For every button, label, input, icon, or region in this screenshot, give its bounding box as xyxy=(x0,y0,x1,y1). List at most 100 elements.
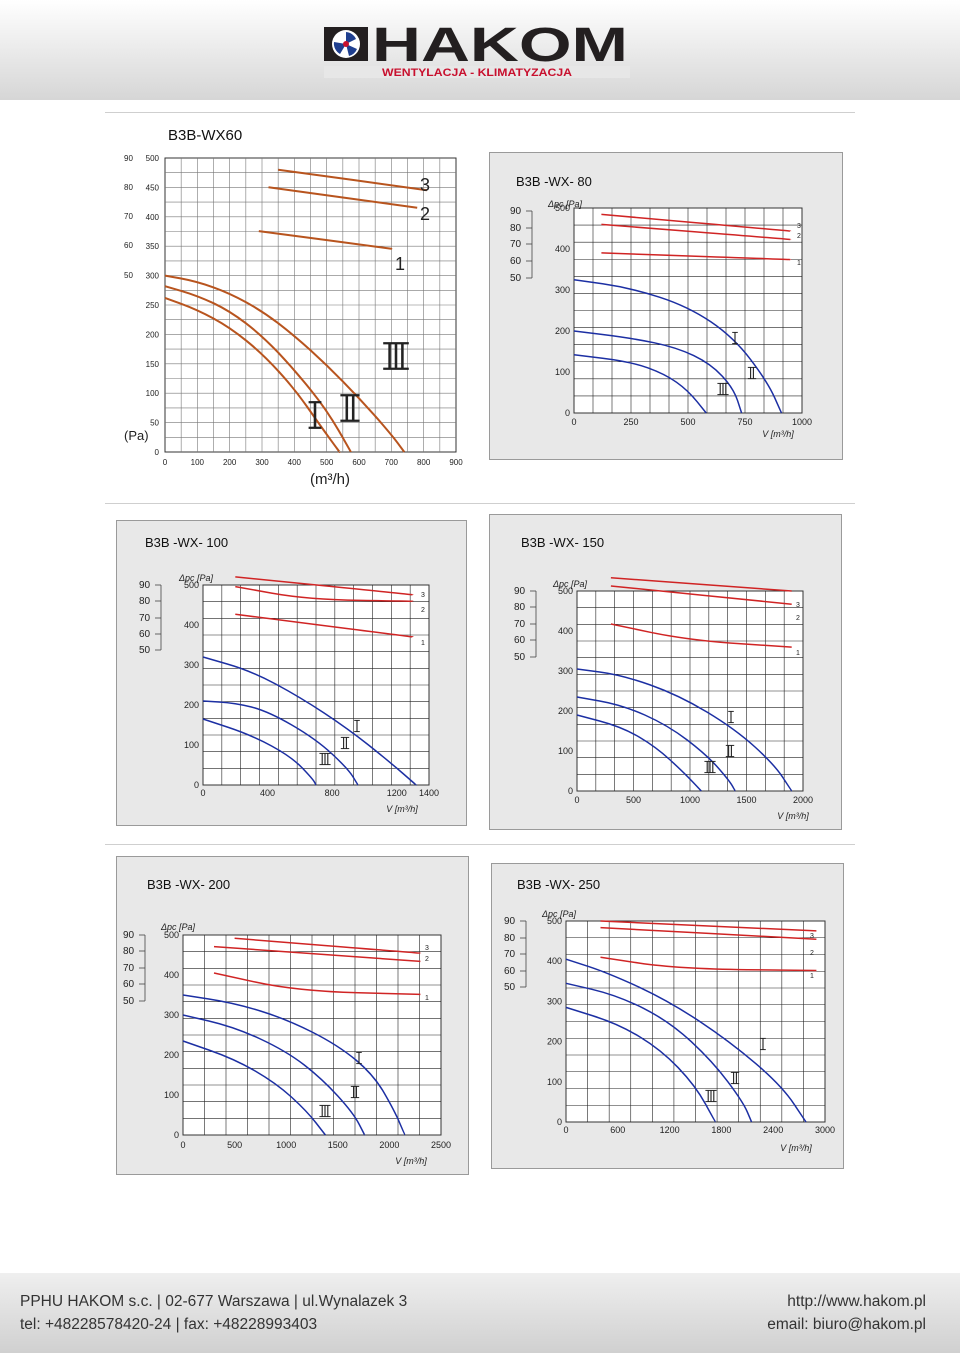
x-axis-ticks: 0 100 200 300 400 500 600 700 800 900 xyxy=(163,458,463,467)
footer-email-link[interactable]: email: biuro@hakom.pl xyxy=(767,1316,926,1333)
chart-panel-wx200: B3B -WX- 200 0 500 1000 1500 2000 2500 0 100 200 3… xyxy=(116,856,469,1175)
x-tick-label: 1200 xyxy=(387,788,407,798)
noise-scale: 90 80 70 60 50 xyxy=(510,206,533,284)
x-tick-label: 300 xyxy=(255,458,269,467)
y-tick-label: 400 xyxy=(184,620,199,630)
noise-tick-label: 50 xyxy=(124,271,133,280)
series-name-III: III xyxy=(717,382,729,396)
series-name-III: III xyxy=(383,342,409,370)
noise-tick-label: 70 xyxy=(504,949,516,960)
x-tick-label: 1000 xyxy=(792,417,812,427)
series-line-III xyxy=(576,714,702,792)
y-tick-label: 300 xyxy=(164,1010,179,1020)
y-tick-label: 300 xyxy=(146,272,160,281)
series-line-III xyxy=(182,1040,326,1136)
series-name-2: 2 xyxy=(810,950,814,957)
series xyxy=(565,920,818,1123)
chart-title: B3B -WX- 150 xyxy=(521,535,604,550)
noise-scale: 90 80 70 60 50 xyxy=(504,916,527,993)
y-tick-label: 300 xyxy=(547,996,562,1006)
y-tick-label: 0 xyxy=(155,448,160,457)
series xyxy=(182,937,422,1136)
noise-tick-label: 60 xyxy=(123,979,135,990)
series-name-I: I xyxy=(760,1037,766,1051)
x-tick-label: 2500 xyxy=(431,1140,451,1150)
series-name-I: I xyxy=(728,710,734,724)
x-tick-label: 0 xyxy=(571,417,576,427)
y-tick-label: 200 xyxy=(555,326,570,336)
y-tick-label: 300 xyxy=(184,660,199,670)
noise-scale: 90 80 70 60 50 xyxy=(139,580,162,656)
noise-tick-label: 90 xyxy=(510,206,522,217)
y-tick-label: 200 xyxy=(547,1037,562,1047)
y-axis-label: Δpc [Pa] xyxy=(541,909,577,919)
series-name-II: II xyxy=(725,744,735,758)
y-tick-label: 100 xyxy=(184,740,199,750)
series-name-1: 1 xyxy=(810,973,814,980)
y-tick-label: 200 xyxy=(146,330,160,339)
series-line-I xyxy=(164,296,341,454)
y-tick-label: 100 xyxy=(164,1090,179,1100)
noise-tick-label: 50 xyxy=(504,982,516,993)
chart-panel-wx60: B3B-WX60 0 100 200 300 400 500 600 700 800 900 0 50 1… xyxy=(110,118,470,496)
series-line-2 xyxy=(601,223,792,241)
series-name-II: II xyxy=(747,366,757,380)
noise-tick-label: 90 xyxy=(123,930,135,941)
series-name-3: 3 xyxy=(797,223,801,230)
grid xyxy=(203,585,429,785)
series-line-2 xyxy=(235,585,414,603)
fan-hub-icon xyxy=(343,41,349,47)
series-line-III xyxy=(202,718,317,786)
series-line-2 xyxy=(600,926,817,940)
x-axis-label: V [m³/h] xyxy=(386,804,418,814)
series-line-I xyxy=(182,994,406,1136)
series-name-1: 1 xyxy=(421,640,425,647)
series-line-II xyxy=(565,982,753,1123)
x-tick-label: 1800 xyxy=(711,1125,731,1135)
series-line-1 xyxy=(600,920,817,932)
x-tick-label: 800 xyxy=(417,458,431,467)
x-tick-label: 600 xyxy=(352,458,366,467)
series-name-3: 3 xyxy=(425,945,429,952)
series-line-3 xyxy=(235,613,414,638)
noise-tick-label: 60 xyxy=(139,629,151,640)
divider xyxy=(105,844,855,845)
x-tick-label: 3000 xyxy=(815,1125,835,1135)
series-line-II xyxy=(202,700,359,786)
y-tick-label: 300 xyxy=(555,285,570,295)
y-tick-label: 300 xyxy=(558,666,573,676)
footer-website-link[interactable]: http://www.hakom.pl xyxy=(787,1293,926,1310)
x-tick-label: 2000 xyxy=(793,795,813,805)
noise-tick-label: 60 xyxy=(504,966,516,977)
chart-wx150: B3B -WX- 1500 500 1000 1500 2000010020030040… xyxy=(514,535,813,821)
chart-wx200: B3B -WX- 2000 500 1000 1500 2000 250001002003… xyxy=(123,877,451,1166)
series-name-I: I xyxy=(356,1051,362,1065)
y-axis-label: Δpc [Pa] xyxy=(178,573,214,583)
y-tick-label: 500 xyxy=(184,580,199,590)
y-tick-label: 0 xyxy=(568,786,573,796)
x-axis-label: V [m³/h] xyxy=(780,1143,812,1153)
series xyxy=(202,576,417,786)
chart-panel-wx100: B3B -WX- 100 0 400 800 1200 1400 0 100 200 300 400… xyxy=(116,520,467,826)
series-name-III: III xyxy=(319,752,331,766)
series-line-II xyxy=(573,330,743,414)
x-tick-label: 1400 xyxy=(419,788,439,798)
noise-tick-label: 70 xyxy=(139,613,151,624)
noise-tick-label: 70 xyxy=(124,212,133,221)
series-name-I: I xyxy=(732,331,738,345)
x-axis-ticks: 0 250 500 750 1000 xyxy=(571,417,812,427)
noise-tick-label: 80 xyxy=(514,602,526,613)
series-line-1 xyxy=(601,213,792,232)
series-name-2: 2 xyxy=(420,204,430,224)
series-name-2: 2 xyxy=(425,956,429,963)
series-line-I xyxy=(576,668,793,792)
series-line-2 xyxy=(610,585,792,605)
y-tick-label: 400 xyxy=(146,213,160,222)
x-tick-label: 500 xyxy=(320,458,334,467)
series-line-1 xyxy=(610,577,792,592)
y-tick-label: 450 xyxy=(146,183,160,192)
x-axis-ticks: 0 500 1000 1500 2000 xyxy=(574,795,813,805)
series-line-3 xyxy=(213,972,422,996)
noise-tick-label: 70 xyxy=(514,619,526,630)
y-tick-label: 150 xyxy=(146,360,160,369)
